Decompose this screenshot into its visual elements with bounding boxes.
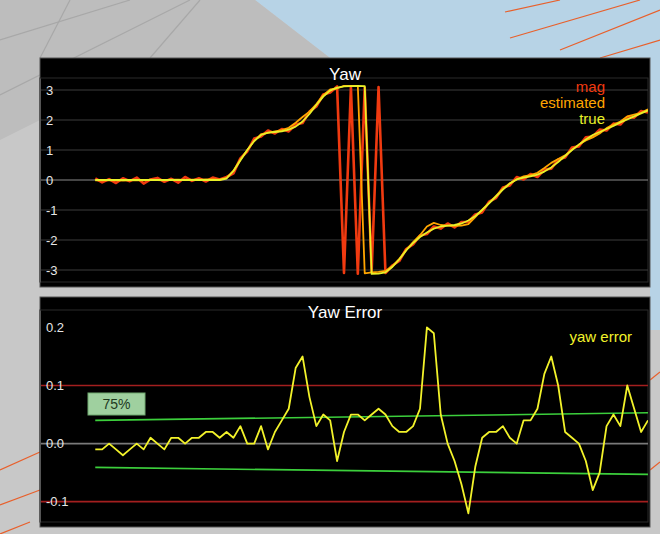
y-tick: -2 xyxy=(40,233,58,248)
annotation-text: 75% xyxy=(102,396,130,412)
y-tick: 1 xyxy=(40,143,53,158)
scenery-line xyxy=(0,490,40,505)
y-tick-label: 0 xyxy=(46,173,53,188)
y-tick: -3 xyxy=(40,263,58,278)
grid-line xyxy=(40,120,648,121)
floor xyxy=(0,0,660,534)
reference-line xyxy=(40,501,648,503)
scenery-line xyxy=(150,0,200,58)
series-line xyxy=(95,327,648,513)
reference-line xyxy=(40,385,648,387)
y-tick-label: -1 xyxy=(46,203,58,218)
legend: magestimatedtrue xyxy=(540,78,605,127)
y-tick: 0.2 xyxy=(40,320,64,335)
background xyxy=(0,0,660,534)
chart: -0.1 0.0 0.1 0.2 Yaw Error yaw error 75% xyxy=(40,297,650,527)
scenery-line xyxy=(40,0,70,58)
y-tick-label: -3 xyxy=(46,263,58,278)
legend-entry: estimated xyxy=(540,94,605,111)
grid-line xyxy=(40,150,648,151)
y-tick: -1 xyxy=(40,203,58,218)
scenery-line xyxy=(510,0,640,38)
scenery-line xyxy=(505,0,560,12)
reference-line xyxy=(40,443,648,445)
y-axis: -3 -2 -1 0 1 2 3 xyxy=(40,79,58,283)
plot-area xyxy=(40,327,648,513)
y-tick-label: 1 xyxy=(46,143,53,158)
y-tick-label: -2 xyxy=(46,233,58,248)
y-tick: 2 xyxy=(40,113,53,128)
y-axis-line xyxy=(40,311,41,523)
legend-entry: yaw error xyxy=(569,328,632,345)
y-tick: 0.1 xyxy=(40,378,64,393)
panel xyxy=(40,297,650,527)
y-tick-label: 0.0 xyxy=(46,436,64,451)
plot-frame xyxy=(40,310,648,522)
y-tick-label: -0.1 xyxy=(46,494,68,509)
series-line xyxy=(95,86,648,274)
y-tick-label: 0.2 xyxy=(46,320,64,335)
annotation-box xyxy=(88,393,145,415)
y-axis: -0.1 0.0 0.1 0.2 xyxy=(40,311,68,523)
chart-title: Yaw Error xyxy=(308,303,383,322)
scenery-line xyxy=(0,522,30,534)
y-tick-label: 3 xyxy=(46,83,53,98)
scenery-line xyxy=(650,372,660,380)
panel xyxy=(40,58,650,287)
legend: yaw error xyxy=(569,328,632,345)
y-tick-label: 0.1 xyxy=(46,378,64,393)
series-line xyxy=(95,86,648,273)
grid-line xyxy=(40,210,648,211)
legend-entry: true xyxy=(579,110,605,127)
annotation: 75% xyxy=(88,393,145,415)
scenery-line xyxy=(600,40,660,58)
grid-line xyxy=(40,90,648,91)
scenery-line xyxy=(650,462,660,470)
chart-title: Yaw xyxy=(329,65,362,84)
y-tick: -0.1 xyxy=(40,494,68,509)
reference-line xyxy=(95,467,648,474)
chart: -3 -2 -1 0 1 2 3 Yaw magestimatedtrue xyxy=(40,58,650,287)
scene: -3 -2 -1 0 1 2 3 Yaw magestimatedtrue -0.1 0.0 0.1 0… xyxy=(0,0,660,534)
y-tick: 0.0 xyxy=(40,436,64,451)
y-tick: 3 xyxy=(40,83,53,98)
series-line xyxy=(95,86,648,273)
plot-frame xyxy=(40,78,648,282)
y-axis-line xyxy=(40,79,41,283)
y-tick-label: 2 xyxy=(46,113,53,128)
scenery-line xyxy=(0,0,130,40)
scenery-line xyxy=(0,452,40,470)
plot-area xyxy=(95,86,648,274)
y-tick: 0 xyxy=(40,173,53,188)
legend-entry: mag xyxy=(576,78,605,95)
